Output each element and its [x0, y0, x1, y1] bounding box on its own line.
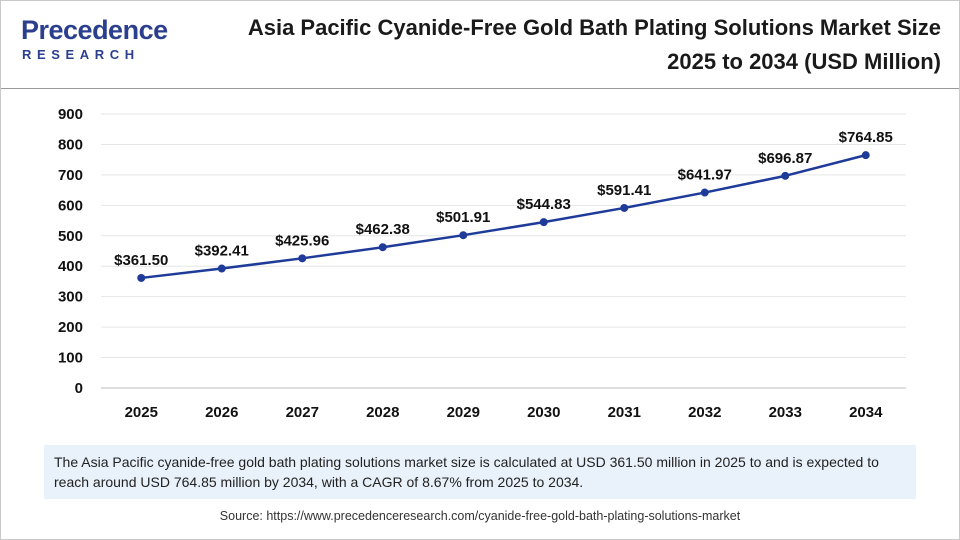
data-label: $696.87 — [758, 150, 812, 167]
x-tick-label: 2028 — [366, 404, 399, 421]
y-tick-label: 100 — [58, 350, 83, 367]
chart-title: Asia Pacific Cyanide-Free Gold Bath Plat… — [247, 15, 941, 74]
summary-note: The Asia Pacific cyanide-free gold bath … — [44, 445, 916, 499]
data-label: $462.38 — [356, 221, 410, 238]
x-tick-label: 2025 — [125, 404, 158, 421]
x-tick-label: 2029 — [447, 404, 480, 421]
brand-name: Precedence — [21, 15, 168, 45]
y-tick-label: 700 — [58, 167, 83, 184]
x-tick-label: 2033 — [769, 404, 802, 421]
data-label: $425.96 — [275, 232, 329, 249]
data-point — [298, 254, 307, 263]
data-point — [378, 243, 387, 252]
data-point — [459, 231, 468, 240]
series-line — [141, 153, 867, 280]
data-label: $361.50 — [114, 252, 168, 269]
data-label: $501.91 — [436, 209, 490, 226]
data-label: $764.85 — [839, 129, 893, 146]
brand-sub: RESEARCH — [22, 47, 140, 62]
y-tick-label: 200 — [58, 319, 83, 336]
x-tick-label: 2032 — [688, 404, 721, 421]
y-tick-label: 400 — [58, 258, 83, 275]
x-tick-label: 2030 — [527, 404, 560, 421]
header-divider — [1, 88, 959, 89]
y-tick-label: 800 — [58, 136, 83, 153]
header: Precedence RESEARCH Asia Pacific Cyanide… — [1, 1, 959, 89]
x-tick-label: 2026 — [205, 404, 238, 421]
y-tick-label: 900 — [58, 106, 83, 123]
data-label: $591.41 — [597, 182, 651, 199]
data-point — [217, 264, 226, 273]
source-citation: Source: https://www.precedenceresearch.c… — [219, 509, 741, 523]
data-point — [539, 218, 548, 227]
data-point — [781, 171, 790, 180]
data-point — [620, 203, 629, 212]
data-point — [137, 273, 146, 282]
y-tick-label: 500 — [58, 228, 83, 245]
x-tick-label: 2034 — [849, 404, 883, 421]
x-tick-label: 2031 — [608, 404, 641, 421]
y-tick-label: 0 — [75, 380, 83, 397]
data-point — [700, 188, 709, 197]
data-label: $392.41 — [195, 243, 249, 260]
data-point — [861, 151, 870, 160]
data-label: $544.83 — [517, 196, 571, 213]
line-chart: 0 100 200 300 400 500 600 700 800 900 2025 2026 2027… — [58, 106, 906, 421]
y-tick-label: 300 — [58, 289, 83, 306]
y-tick-label: 600 — [58, 197, 83, 214]
data-label: $641.97 — [678, 167, 732, 184]
brand-logo: Precedence RESEARCH — [15, 15, 168, 65]
x-tick-label: 2027 — [286, 404, 319, 421]
